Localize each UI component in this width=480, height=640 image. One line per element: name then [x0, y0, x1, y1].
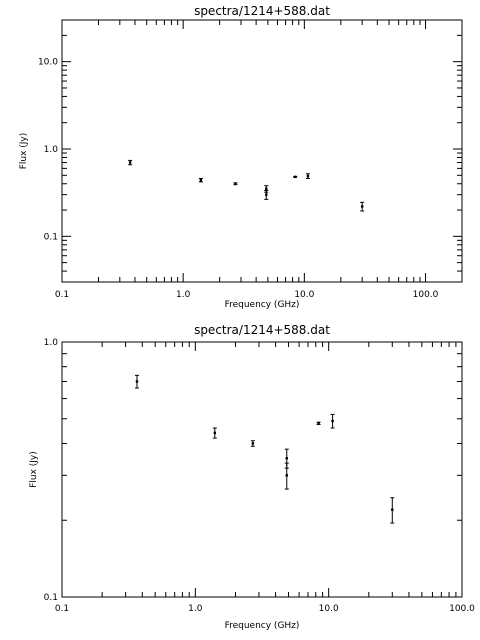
- data-point: [198, 177, 203, 183]
- data-marker: [293, 175, 297, 179]
- data-point: [134, 374, 139, 389]
- data-marker: [391, 508, 394, 511]
- data-point: [264, 189, 269, 200]
- y-axis-label: Flux (Jy): [29, 451, 39, 488]
- data-point: [390, 497, 395, 524]
- data-point: [293, 175, 298, 179]
- data-point: [305, 173, 310, 179]
- data-marker: [251, 442, 255, 445]
- data-marker: [213, 431, 217, 435]
- x-tick-label: 10.0: [319, 604, 339, 614]
- x-tick-label: 100.0: [413, 290, 439, 300]
- x-axis-label: Frequency (GHz): [225, 300, 300, 310]
- data-marker: [285, 474, 288, 477]
- data-marker: [128, 161, 132, 164]
- x-tick-label: 10.0: [294, 290, 314, 300]
- x-tick-label: 100.0: [449, 604, 475, 614]
- data-marker: [265, 193, 268, 196]
- y-tick-label: 0.1: [44, 593, 58, 603]
- data-marker: [234, 182, 237, 185]
- y-tick-label: 10.0: [38, 58, 58, 68]
- data-marker: [360, 205, 364, 208]
- data-marker: [306, 174, 310, 178]
- data-point: [330, 413, 335, 429]
- data-marker: [317, 422, 320, 425]
- chart-1: spectra/1214+588.dat Frequency (GHz) Flux …: [19, 4, 463, 310]
- data-point: [316, 421, 321, 425]
- chart-title: spectra/1214+588.dat: [194, 4, 330, 18]
- data-marker: [331, 419, 334, 423]
- chart-2: spectra/1214+588.dat Frequency (GHz) Flux …: [29, 323, 475, 631]
- x-tick-label: 1.0: [188, 604, 203, 614]
- data-point: [250, 440, 255, 447]
- x-axis-label: Frequency (GHz): [225, 621, 300, 631]
- chart-title: spectra/1214+588.dat: [194, 323, 330, 337]
- data-marker: [265, 187, 268, 191]
- data-point: [284, 462, 289, 490]
- data-point: [233, 182, 238, 186]
- y-tick-label: 1.0: [44, 338, 59, 348]
- y-tick-label: 0.1: [44, 232, 58, 242]
- data-marker: [199, 178, 203, 182]
- data-point: [212, 427, 217, 439]
- data-point: [128, 159, 133, 166]
- x-tick-label: 0.1: [55, 290, 69, 300]
- x-tick-label: 1.0: [176, 290, 191, 300]
- y-tick-label: 1.0: [44, 145, 59, 155]
- plot-frame: [61, 19, 463, 283]
- plot-frame: [61, 341, 463, 598]
- x-tick-label: 0.1: [55, 604, 69, 614]
- data-marker: [135, 380, 139, 383]
- y-axis-label: Flux (Jy): [19, 133, 29, 170]
- data-marker: [285, 457, 288, 460]
- data-point: [360, 201, 365, 212]
